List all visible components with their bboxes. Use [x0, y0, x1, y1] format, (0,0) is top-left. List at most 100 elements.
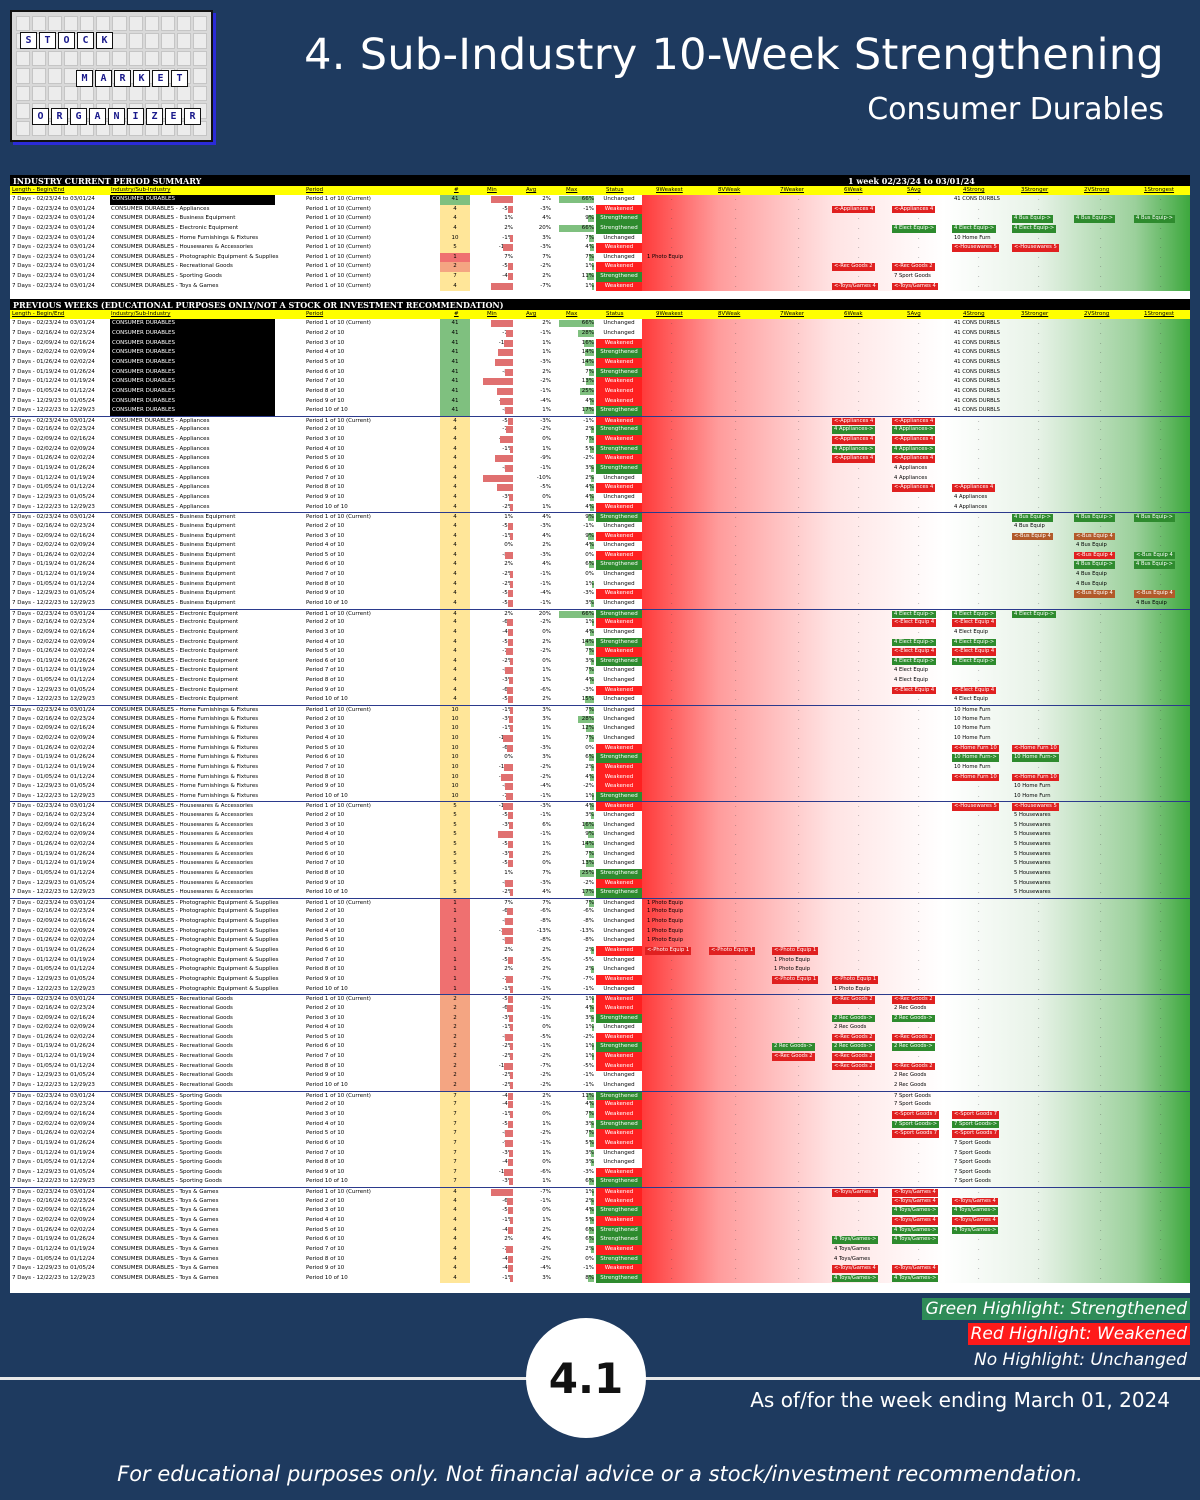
cell-avg: -3% — [540, 244, 551, 251]
min-bar — [503, 244, 513, 252]
min-value: 7% — [504, 253, 513, 260]
min-value: -4% — [502, 629, 513, 635]
empty-dot: . — [798, 1168, 800, 1175]
empty-dot: . — [735, 821, 737, 828]
empty-dot: . — [735, 514, 737, 521]
cell-min: -4% — [483, 1226, 513, 1236]
empty-dot: . — [858, 657, 860, 664]
cell-min: -7% — [483, 425, 513, 435]
cell-period: Period 6 of 10 — [306, 368, 345, 375]
empty-dot: . — [671, 686, 673, 693]
cell-max: 0% — [558, 551, 594, 561]
cell-industry: CONSUMER DURABLES - Home Furnishings & F… — [111, 715, 259, 722]
cell-count: 7 — [440, 1109, 470, 1120]
table-row: 7 Days - 02/16/24 to 02/23/24 CONSUMER DU… — [10, 618, 1190, 628]
cell-min: 7% — [483, 899, 513, 908]
cell-min: -7% — [483, 975, 513, 985]
cell-avg: -7% — [540, 1062, 551, 1069]
min-bar — [509, 1053, 513, 1061]
cell-period: Period 10 of 10 — [306, 696, 348, 703]
table-row: 7 Days - 12/29/23 to 01/05/24 CONSUMER DU… — [10, 878, 1190, 889]
empty-dot: . — [918, 407, 920, 414]
strength-tag: 5 Housewares — [1014, 831, 1051, 838]
cell-industry: CONSUMER DURABLES - Housewares & Accesso… — [111, 869, 254, 876]
empty-dot: . — [1038, 551, 1040, 558]
logo-tile — [112, 16, 127, 32]
empty-dot: . — [1038, 927, 1040, 934]
empty-dot: . — [735, 282, 737, 289]
min-value: 0% — [504, 754, 513, 761]
empty-dot: . — [858, 860, 860, 867]
empty-dot: . — [1038, 1110, 1040, 1117]
cell-status: Weakened — [596, 262, 642, 273]
empty-dot: . — [798, 754, 800, 761]
table-row: 7 Days - 12/22/23 to 12/29/23 CONSUMER DU… — [10, 502, 1190, 513]
empty-dot: . — [735, 996, 737, 1003]
logo-letter: Z — [146, 108, 163, 125]
empty-dot: . — [918, 1245, 920, 1252]
cell-period: Period 7 of 10 — [306, 667, 345, 674]
cell-avg: -4% — [540, 1265, 551, 1272]
cell-period: Period 6 of 10 — [306, 1236, 345, 1243]
cell-industry: CONSUMER DURABLES - Toys & Games — [111, 1255, 219, 1262]
table-row: 7 Days - 12/29/23 to 01/05/24 CONSUMER DU… — [10, 685, 1190, 696]
cell-count: 2 — [440, 995, 470, 1004]
cell-industry: CONSUMER DURABLES - Home Furnishings & F… — [111, 734, 259, 741]
cell-min: -5% — [483, 840, 513, 850]
max-value: -5% — [583, 956, 594, 963]
cell-period: Period 8 of 10 — [306, 484, 345, 491]
empty-dot: . — [671, 436, 673, 443]
empty-dot: . — [1038, 1245, 1040, 1252]
strength-tag: 4 Bus Equip — [1136, 599, 1167, 606]
empty-dot: . — [1038, 339, 1040, 346]
min-bar — [506, 648, 513, 656]
empty-dot: . — [735, 1236, 737, 1243]
empty-dot: . — [798, 908, 800, 915]
cell-max: 11% — [558, 272, 594, 282]
cell-length: 7 Days - 12/29/23 to 01/05/24 — [12, 783, 95, 790]
empty-dot: . — [1038, 1062, 1040, 1069]
cell-industry: CONSUMER DURABLES - Toys & Games — [111, 1197, 219, 1204]
cell-max: 4% — [558, 541, 594, 551]
empty-dot: . — [1160, 1149, 1162, 1156]
cell-status: Unchanged — [603, 734, 635, 741]
table-row: 7 Days - 01/19/24 to 01/26/24 CONSUMER DU… — [10, 1235, 1190, 1245]
empty-dot: . — [1160, 1043, 1162, 1050]
strength-gradient — [642, 531, 1190, 542]
strength-tag: 7 Sport Goods — [894, 1092, 931, 1099]
cell-min: -7% — [483, 1245, 513, 1255]
cell-count: 4 — [440, 483, 470, 493]
cell-status: Unchanged — [603, 628, 635, 635]
empty-dot: . — [671, 339, 673, 346]
cell-count: 10 — [440, 772, 470, 783]
empty-dot: . — [918, 966, 920, 973]
cell-industry: CONSUMER DURABLES - Appliances — [111, 205, 210, 212]
table-row: 7 Days - 01/05/24 to 01/12/24 CONSUMER DU… — [10, 1254, 1190, 1265]
empty-dot: . — [1160, 196, 1162, 202]
cell-avg: 7% — [542, 253, 551, 260]
strength-tag: 4 Elect Equip-> — [892, 657, 937, 666]
cell-industry: CONSUMER DURABLES - Business Equipment — [111, 590, 236, 597]
min-bar — [508, 1092, 513, 1100]
empty-dot: . — [1160, 320, 1162, 327]
cell-count: 5 — [440, 243, 470, 253]
cell-max: 11% — [558, 1092, 594, 1101]
cell-count: 4 — [440, 1215, 470, 1226]
strength-tag: 4 Appliances — [954, 503, 988, 510]
empty-dot: . — [1160, 831, 1162, 838]
table-row: 7 Days - 01/12/24 to 01/19/24 CONSUMER DU… — [10, 377, 1190, 387]
cell-avg: -6% — [540, 908, 551, 915]
strength-gradient — [642, 502, 1190, 513]
cell-status: Unchanged — [603, 899, 635, 906]
cell-length: 7 Days - 02/02/24 to 02/09/24 — [12, 1120, 95, 1127]
cell-min: -6% — [483, 1197, 513, 1207]
empty-dot: . — [918, 869, 920, 876]
max-value: 9% — [585, 831, 594, 838]
cell-max: -1% — [558, 1071, 594, 1081]
legend-none: No Highlight: Unchanged — [974, 1350, 1187, 1370]
max-value: 1% — [585, 1053, 594, 1060]
table-row: 7 Days - 02/23/24 to 03/01/24 CONSUMER DU… — [10, 204, 1190, 215]
table-row: 7 Days - 02/23/24 to 03/01/24 CONSUMER DU… — [10, 319, 1190, 330]
min-value: -2% — [502, 580, 513, 587]
strength-gradient — [642, 598, 1190, 609]
